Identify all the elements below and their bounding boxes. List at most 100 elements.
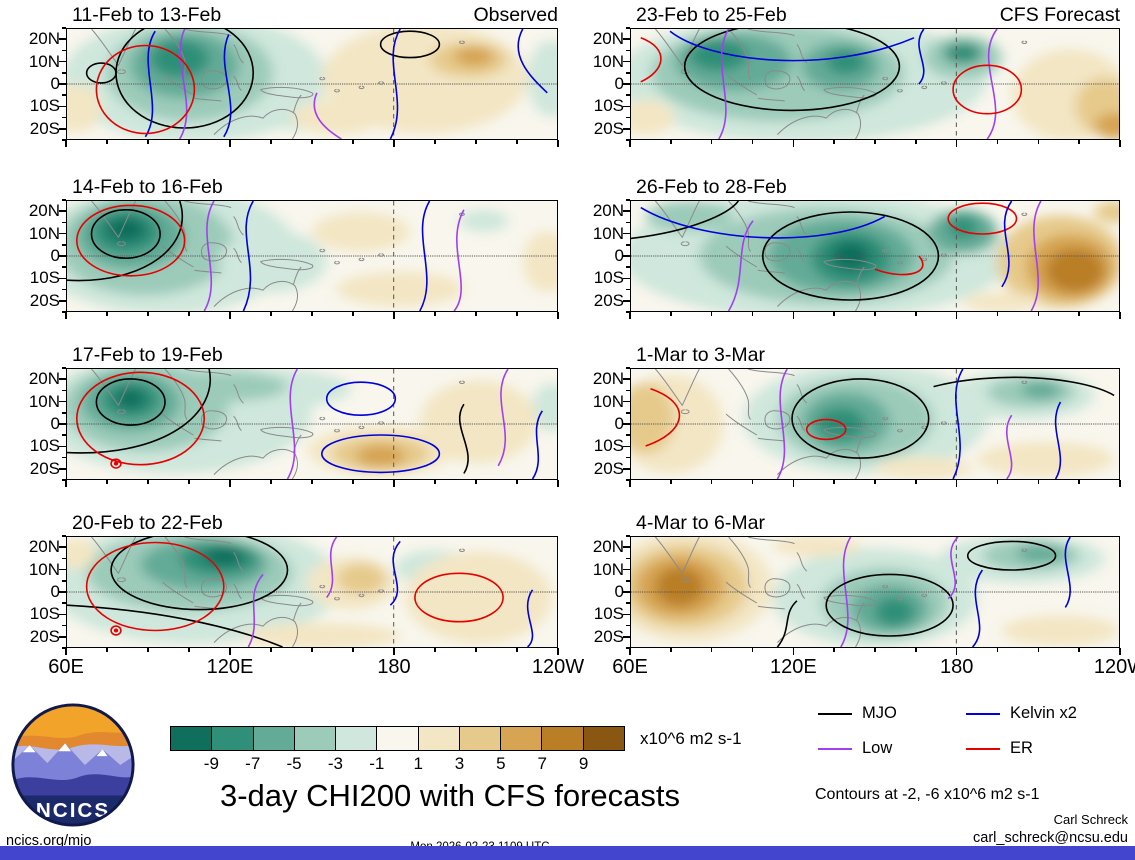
y-tick: [59, 128, 66, 130]
x-tick: [1037, 140, 1040, 144]
x-tick: [1037, 480, 1040, 484]
y-axis-label: 20S: [29, 118, 60, 138]
panel-title: 4-Mar to 6-Mar: [636, 512, 765, 534]
x-tick: [311, 312, 313, 316]
y-axis-label: 10N: [28, 51, 60, 71]
y-axis-label: 10S: [593, 436, 624, 456]
x-tick: [516, 648, 518, 652]
x-tick: [106, 480, 108, 484]
x-tick: [147, 312, 149, 316]
x-tick: [833, 480, 835, 484]
x-tick: [352, 312, 354, 316]
x-tick: [352, 648, 354, 652]
y-axis-label: 10N: [592, 391, 624, 411]
colorbar-segment: [376, 727, 418, 750]
x-tick: [106, 312, 108, 316]
credit-email: carl_schreck@ncsu.edu: [973, 830, 1128, 846]
y-tick: [626, 49, 630, 52]
colorbar-tick-label: 1: [413, 754, 423, 773]
y-tick: [626, 647, 630, 649]
y-tick: [59, 83, 66, 85]
x-tick: [874, 312, 876, 316]
colorbar-labels: -9 -7 -5 -3 -1 1 3 5 7 9: [170, 754, 625, 774]
logo-border: [11, 703, 135, 827]
y-tick: [623, 546, 630, 548]
panel-title: 23-Feb to 25-Feb: [636, 4, 787, 26]
x-tick: [147, 140, 149, 144]
y-axis-label: 0: [614, 582, 624, 601]
panel-map-svg: [631, 537, 1119, 647]
x-tick: [710, 648, 713, 652]
x-tick: [1037, 648, 1040, 652]
y-tick: [623, 445, 630, 448]
x-tick: [352, 140, 354, 144]
y-tick: [623, 105, 630, 108]
y-tick: [623, 210, 630, 212]
x-tick: [188, 480, 190, 484]
colorbar-segment: [293, 727, 336, 750]
y-tick: [62, 116, 66, 119]
y-axis-label: 0: [614, 246, 624, 265]
map-panel: [66, 536, 558, 648]
colorbar-tick-label: 3: [454, 754, 465, 773]
y-tick: [62, 412, 66, 414]
panel-map-svg: [631, 369, 1119, 479]
x-tick: [792, 480, 795, 487]
x-tick: [147, 480, 149, 484]
y-tick: [62, 624, 66, 627]
x-tick: [393, 312, 395, 319]
x-tick: [434, 648, 436, 652]
colorbar-tick-label: -5: [286, 754, 302, 773]
legend-label: MJO: [862, 704, 897, 722]
y-tick: [626, 311, 630, 313]
x-tick: [1078, 480, 1080, 484]
y-tick: [62, 311, 66, 313]
x-tick: [874, 648, 876, 652]
figure-title: 3-day CHI200 with CFS forecasts: [219, 778, 680, 813]
x-tick: [475, 648, 477, 652]
legend-label: ER: [1010, 739, 1033, 757]
colorbar-segment: [541, 727, 583, 750]
colorbar-tick-label: -3: [327, 754, 344, 773]
y-tick: [62, 434, 66, 436]
x-tick: [393, 140, 395, 147]
y-tick: [626, 535, 630, 537]
x-tick: [188, 312, 190, 316]
footer-site-text: ncics.org/mjo: [6, 833, 92, 849]
x-tick: [955, 648, 958, 655]
y-axis-label: 0: [614, 74, 624, 93]
x-tick: [65, 312, 67, 319]
x-tick: [516, 312, 518, 316]
legend-item: Low: [818, 739, 966, 758]
y-tick: [623, 613, 630, 616]
y-tick: [623, 60, 630, 63]
colorbar-segment: [582, 727, 624, 750]
x-tick: [670, 140, 672, 144]
x-tick: [106, 140, 108, 144]
y-tick: [59, 468, 66, 470]
y-tick: [59, 210, 66, 212]
y-tick: [623, 255, 630, 257]
x-tick: [393, 480, 395, 487]
x-tick: [751, 140, 754, 144]
y-tick: [626, 602, 630, 604]
x-tick: [147, 648, 149, 652]
legend-line: [966, 747, 1000, 750]
x-tick: [1119, 648, 1121, 655]
x-tick: [710, 480, 713, 484]
y-tick: [59, 636, 66, 638]
y-axis-label: 20N: [28, 369, 60, 389]
x-tick: [629, 312, 631, 319]
y-tick: [626, 94, 630, 96]
x-tick: [229, 312, 231, 319]
y-tick: [626, 434, 630, 436]
y-tick: [626, 557, 630, 560]
colorbar-tick-label: -7: [245, 754, 261, 773]
credit-name: Carl Schreck: [1053, 812, 1128, 827]
y-axis-label: 20N: [28, 29, 60, 49]
x-tick: [1119, 312, 1121, 319]
x-tick: [915, 480, 917, 484]
x-tick: [516, 140, 518, 144]
x-tick: [915, 648, 917, 652]
